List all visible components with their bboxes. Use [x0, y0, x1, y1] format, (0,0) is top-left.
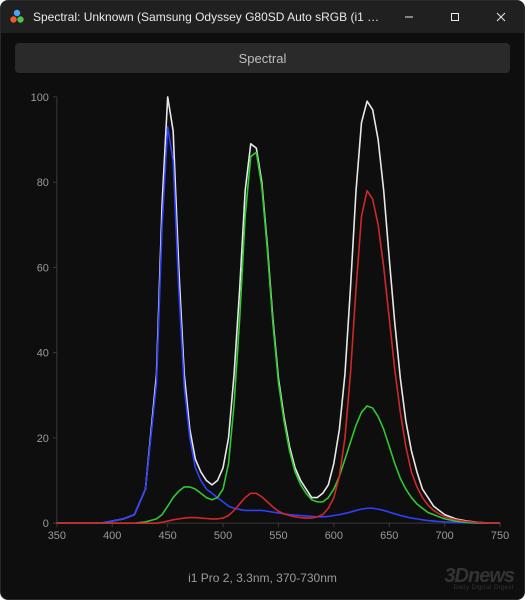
- svg-text:600: 600: [325, 530, 343, 542]
- window-title: Spectral: Unknown (Samsung Odyssey G80SD…: [33, 10, 386, 24]
- chart-canvas: 0 20 40 60 80 100 350 400 450 500 550 600 650 700 750: [15, 79, 510, 561]
- svg-text:0: 0: [43, 518, 49, 530]
- svg-text:80: 80: [37, 177, 49, 189]
- close-button[interactable]: [478, 1, 524, 33]
- minimize-button[interactable]: [386, 1, 432, 33]
- app-window: Spectral: Unknown (Samsung Odyssey G80SD…: [0, 0, 525, 600]
- series-white: [57, 97, 500, 523]
- svg-text:450: 450: [159, 530, 177, 542]
- svg-text:350: 350: [48, 530, 66, 542]
- svg-text:650: 650: [380, 530, 398, 542]
- svg-text:60: 60: [37, 262, 49, 274]
- spectral-tab-label: Spectral: [239, 51, 287, 66]
- series-green: [57, 152, 500, 523]
- maximize-button[interactable]: [432, 1, 478, 33]
- svg-text:550: 550: [269, 530, 287, 542]
- svg-text:750: 750: [491, 530, 509, 542]
- svg-text:40: 40: [37, 348, 49, 360]
- svg-text:100: 100: [31, 92, 49, 104]
- svg-text:700: 700: [436, 530, 454, 542]
- series-red: [57, 191, 500, 523]
- svg-text:500: 500: [214, 530, 232, 542]
- svg-text:400: 400: [103, 530, 121, 542]
- spectral-chart: 0 20 40 60 80 100 350 400 450 500 550 600 650 700 750: [15, 79, 510, 561]
- svg-text:20: 20: [37, 433, 49, 445]
- app-icon: [9, 9, 25, 25]
- titlebar: Spectral: Unknown (Samsung Odyssey G80SD…: [1, 1, 524, 33]
- series-blue: [57, 127, 500, 523]
- device-info: i1 Pro 2, 3.3nm, 370-730nm: [1, 567, 524, 599]
- spectral-tab[interactable]: Spectral: [15, 43, 510, 73]
